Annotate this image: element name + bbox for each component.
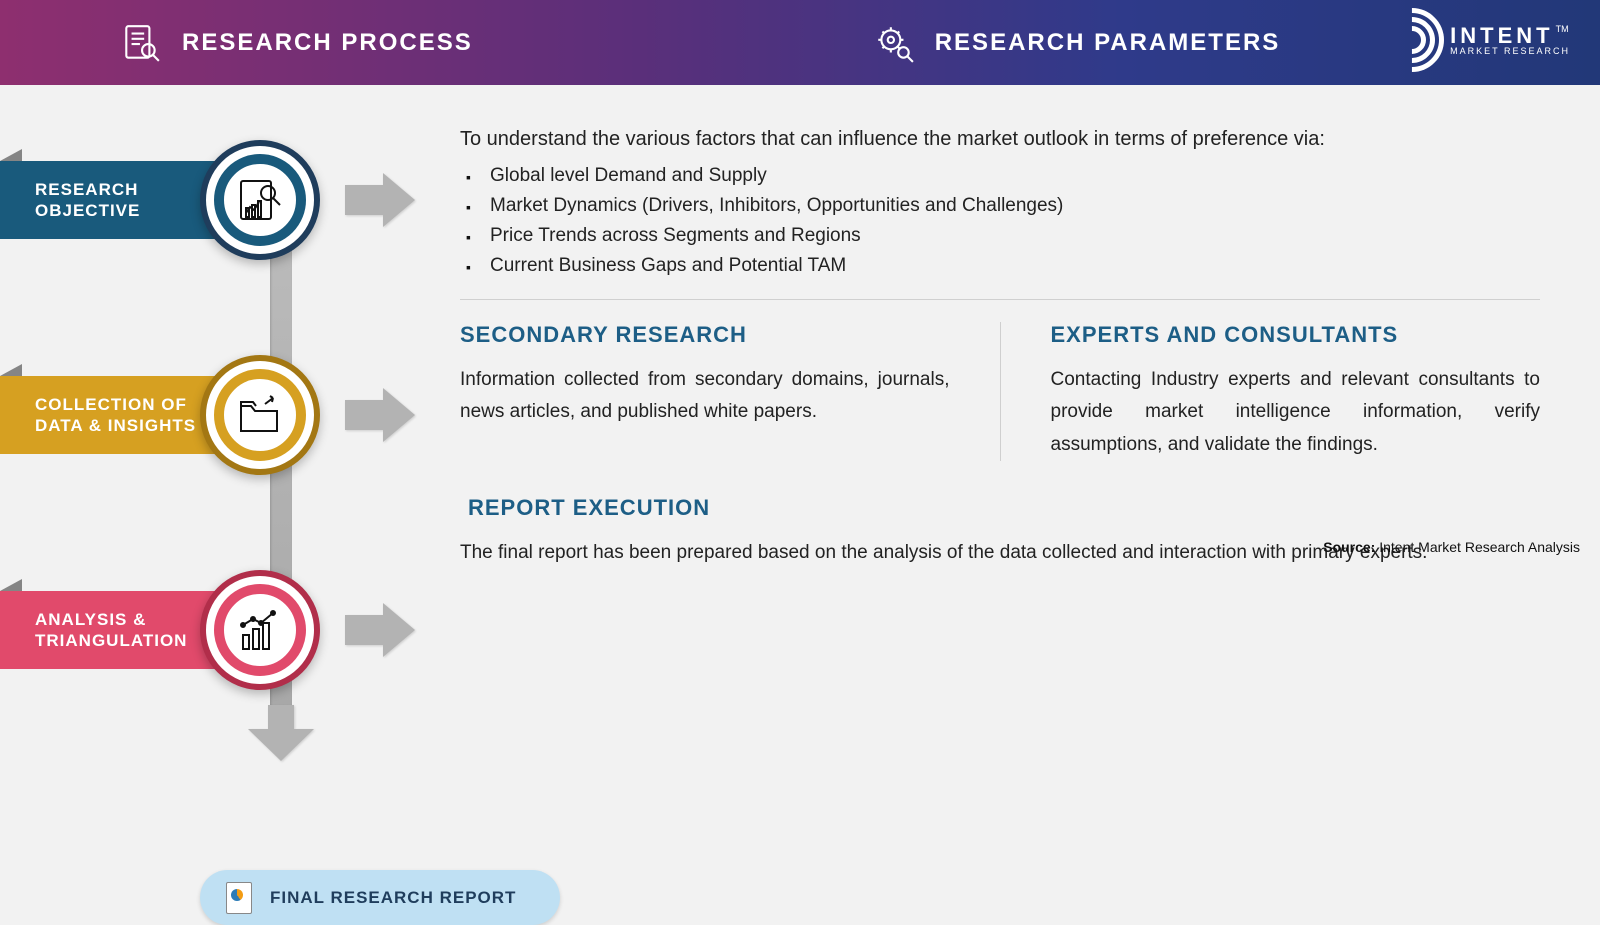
step2-medallion [200, 355, 320, 475]
gear-magnify-icon [873, 22, 915, 64]
arrow-right-icon [345, 173, 415, 227]
logo-tm: TM [1556, 24, 1569, 34]
final-report-label: FINAL RESEARCH REPORT [270, 888, 516, 908]
source-label: Source: [1323, 539, 1375, 555]
folder-share-icon [235, 390, 285, 440]
header-left: RESEARCH PROCESS [120, 22, 473, 64]
header-bar: RESEARCH PROCESS RESEARCH PARAMETERS INT… [0, 0, 1600, 85]
details-panel: To understand the various factors that c… [460, 120, 1540, 569]
header-right-title: RESEARCH PARAMETERS [935, 29, 1281, 57]
experts-col: EXPERTS AND CONSULTANTS Contacting Indus… [1000, 322, 1541, 461]
logo-brand: INTENT [1450, 23, 1553, 48]
secondary-research-title: SECONDARY RESEARCH [460, 322, 950, 348]
logo-arcs-icon [1380, 8, 1444, 72]
step1-medallion [200, 140, 320, 260]
row-objective: To understand the various factors that c… [460, 120, 1540, 277]
document-magnify-icon [120, 22, 162, 64]
objective-bullets: Global level Demand and Supply Market Dy… [460, 165, 1540, 277]
step-data-collection: COLLECTION OF DATA & INSIGHTS [0, 355, 415, 475]
report-search-icon [235, 175, 285, 225]
step3-medallion [200, 570, 320, 690]
row-execution: REPORT EXECUTION The final report has be… [460, 495, 1540, 569]
secondary-research-body: Information collected from secondary dom… [460, 364, 950, 429]
header-right: RESEARCH PARAMETERS [873, 22, 1281, 64]
bullet-item: Global level Demand and Supply [490, 165, 1540, 187]
chart-growth-icon [235, 605, 285, 655]
source-footer: Source: Intent Market Research Analysis [1323, 539, 1580, 555]
header-left-title: RESEARCH PROCESS [182, 29, 473, 57]
experts-title: EXPERTS AND CONSULTANTS [1051, 322, 1541, 348]
bullet-item: Price Trends across Segments and Regions [490, 225, 1540, 247]
source-value: Intent Market Research Analysis [1379, 539, 1580, 555]
step1-label: RESEARCH OBJECTIVE [0, 161, 230, 239]
arrow-right-icon [345, 603, 415, 657]
content-area: RESEARCH OBJECTIVE COLLECTION OF DATA & … [0, 85, 1600, 569]
secondary-research-col: SECONDARY RESEARCH Information collected… [460, 322, 950, 461]
bullet-item: Market Dynamics (Drivers, Inhibitors, Op… [490, 195, 1540, 217]
logo-subline: MARKET RESEARCH [1450, 47, 1570, 56]
report-doc-icon [226, 882, 252, 914]
step3-label: ANALYSIS & TRIANGULATION [0, 591, 230, 669]
divider [460, 299, 1540, 300]
arrow-down-icon [248, 705, 314, 761]
step2-label: COLLECTION OF DATA & INSIGHTS [0, 376, 230, 454]
step-analysis: ANALYSIS & TRIANGULATION [0, 570, 415, 690]
bullet-item: Current Business Gaps and Potential TAM [490, 255, 1540, 277]
execution-title: REPORT EXECUTION [468, 495, 1540, 521]
process-spine: RESEARCH OBJECTIVE COLLECTION OF DATA & … [0, 85, 460, 569]
brand-logo: INTENTTM MARKET RESEARCH [1380, 8, 1570, 72]
row-collection: SECONDARY RESEARCH Information collected… [460, 322, 1540, 461]
objective-lead: To understand the various factors that c… [460, 128, 1540, 151]
experts-body: Contacting Industry experts and relevant… [1051, 364, 1541, 461]
step-research-objective: RESEARCH OBJECTIVE [0, 140, 415, 260]
final-report-pill: FINAL RESEARCH REPORT [200, 870, 560, 925]
arrow-right-icon [345, 388, 415, 442]
